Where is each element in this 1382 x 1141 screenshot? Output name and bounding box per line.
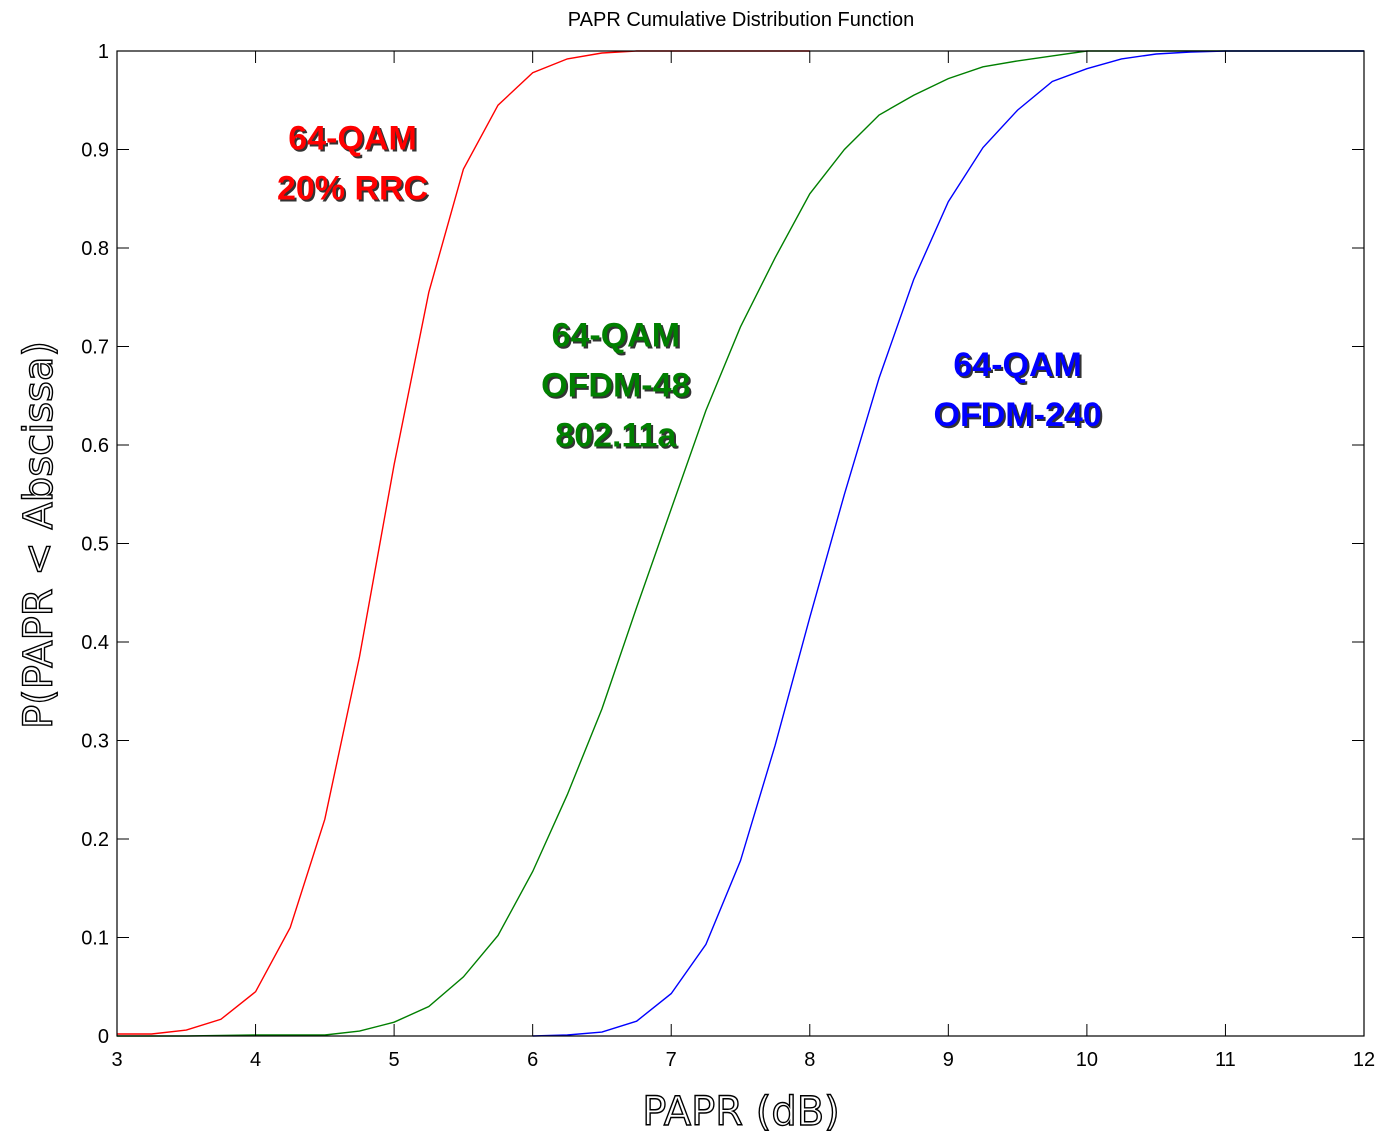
annotation-text: OFDM-48 (541, 367, 690, 405)
y-tick-label: 0.7 (81, 337, 109, 359)
y-tick-label: 0.9 (81, 140, 109, 162)
annotation-shadow: 802.11a (557, 419, 679, 457)
x-tick-label: 9 (943, 1049, 954, 1071)
series-line-3 (532, 50, 1364, 1037)
annotation-shadow: 20% RRC (279, 172, 430, 210)
x-tick-label: 8 (804, 1049, 815, 1071)
x-tick-label: 11 (1215, 1049, 1236, 1071)
x-axis-label: PAPR (dB) (642, 1089, 840, 1135)
annotation-shadow: OFDM-240 (936, 398, 1104, 436)
x-tick-label: 5 (389, 1049, 400, 1071)
y-tick-label: 0.4 (81, 632, 109, 654)
annotation-text: 20% RRC (277, 170, 428, 208)
chart-title: PAPR Cumulative Distribution Function (568, 9, 914, 31)
y-tick-label: 0.2 (81, 829, 109, 851)
x-tick-label: 10 (1076, 1049, 1098, 1071)
y-tick-label: 0 (98, 1026, 109, 1048)
y-tick-label: 1 (98, 41, 109, 63)
y-tick-label: 0.1 (81, 928, 109, 950)
annotation-shadow: 64-QAM (290, 122, 418, 160)
annotation-shadow: 64-QAM (554, 319, 682, 357)
x-tick-label: 3 (111, 1049, 122, 1071)
annotation-shadow: 64-QAM (955, 348, 1083, 386)
annotation-shadow: OFDM-48 (543, 369, 692, 407)
x-tick-label: 6 (527, 1049, 538, 1071)
x-tick-label: 12 (1353, 1049, 1375, 1071)
y-tick-label: 0.3 (81, 731, 109, 753)
series-line-2 (117, 50, 1364, 1037)
x-tick-label: 7 (666, 1049, 677, 1071)
annotation-text: OFDM-240 (934, 396, 1102, 434)
y-tick-label: 0.8 (81, 238, 109, 260)
annotation-text: 802.11a (555, 417, 677, 455)
annotation-text: 64-QAM (953, 346, 1081, 384)
annotation-text: 64-QAM (552, 317, 680, 355)
plot-area: 3 4 5 6 7 8 9 10 11 12 0 0.1 0.2 0.3 0.4 0.5 0.6 0.7 0.8 0.… (81, 41, 1375, 1071)
y-tick-label: 0.6 (81, 435, 109, 457)
y-tick-label: 0.5 (81, 534, 109, 556)
annotation-text: 64-QAM (288, 120, 416, 158)
y-axis-label: P(PAPR < Abscissa) (16, 341, 62, 729)
x-tick-label: 4 (250, 1049, 261, 1071)
